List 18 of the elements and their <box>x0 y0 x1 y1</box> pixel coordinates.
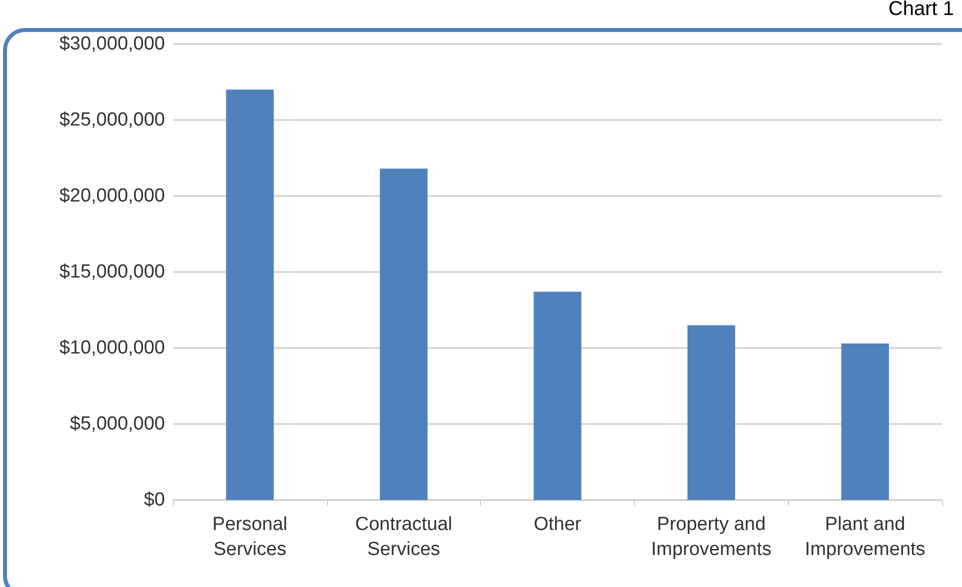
y-tick-label: $5,000,000 <box>70 414 165 434</box>
y-tick-label: $10,000,000 <box>59 338 165 358</box>
chart-title: Chart 1 <box>888 0 954 21</box>
x-tick-label: Plant and Improvements <box>804 514 926 560</box>
bar <box>687 325 736 500</box>
bar <box>380 168 428 500</box>
x-tick-label: Property and Improvements <box>651 514 772 560</box>
y-tick-label: $15,000,000 <box>59 262 165 282</box>
y-tick-label: $20,000,000 <box>59 186 165 206</box>
y-tick-label: $25,000,000 <box>59 110 165 130</box>
y-tick-label: $0 <box>144 490 165 510</box>
bar <box>226 90 274 500</box>
bar <box>841 343 889 500</box>
x-tick-label: Personal Services <box>212 514 288 560</box>
y-tick-label: $30,000,000 <box>59 34 165 54</box>
x-tick-label: Other <box>534 514 582 535</box>
x-tick-label: Contractual Services <box>355 514 452 560</box>
bar <box>534 292 582 500</box>
